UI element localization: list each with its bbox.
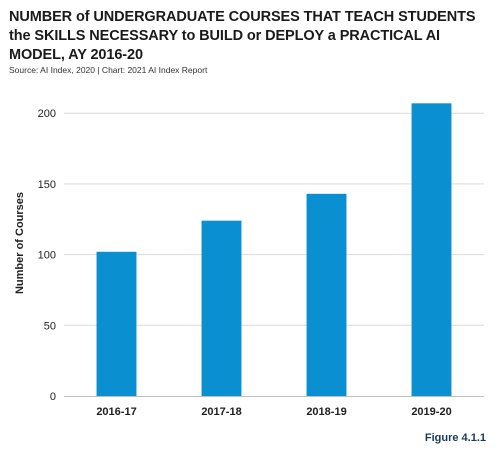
y-tick-labels: 0 50 100 150 200: [38, 108, 56, 403]
x-tick-label: 2019-20: [411, 406, 451, 418]
y-axis-label: Number of Courses: [14, 191, 26, 295]
bar-2017-18: [201, 220, 242, 396]
y-tick-label: 200: [38, 108, 56, 120]
bar-2018-19: [306, 193, 347, 396]
chart-title: NUMBER of UNDERGRADUATE COURSES THAT TEA…: [9, 9, 476, 63]
chart-source: Source: AI Index, 2020 | Chart: 2021 AI …: [9, 65, 208, 75]
y-tick-label: 0: [50, 391, 56, 403]
y-tick-label: 50: [44, 320, 56, 332]
x-tick-label: 2016-17: [96, 406, 136, 418]
x-tick-label: 2018-19: [306, 406, 346, 418]
x-tick-labels: 2016-17 2017-18 2018-19 2019-20: [96, 406, 451, 418]
bar-2019-20: [411, 103, 452, 396]
bar-2016-17: [96, 251, 137, 396]
x-tick-label: 2017-18: [201, 406, 241, 418]
figure-label: Figure 4.1.1: [424, 432, 486, 444]
bars: [96, 103, 452, 396]
y-tick-label: 100: [38, 250, 56, 262]
y-tick-label: 150: [38, 179, 56, 191]
